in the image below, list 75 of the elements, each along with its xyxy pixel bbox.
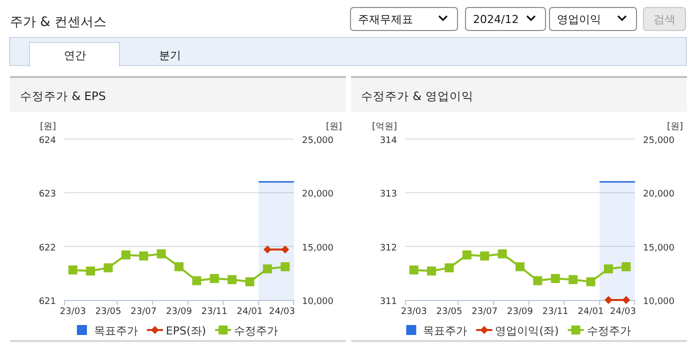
y-axis-title: [억원] — [372, 122, 397, 132]
point — [427, 266, 436, 276]
y-tick-label: 622 — [38, 243, 56, 254]
x-tick-label: 23/05 — [436, 307, 462, 317]
point — [444, 263, 454, 272]
x-tick-label: 23/11 — [201, 307, 228, 317]
point — [533, 276, 542, 286]
x-tick-label: 23/11 — [542, 307, 568, 317]
legend-label: 목표주가 — [423, 324, 468, 338]
legend-label: 목표주가 — [94, 324, 138, 338]
x-tick-label: 23/07 — [130, 307, 157, 317]
point — [262, 264, 272, 274]
point — [586, 277, 596, 286]
point — [156, 249, 166, 258]
y-tick-label: 311 — [380, 297, 397, 307]
legend-label: 수정주가 — [234, 324, 278, 338]
text: 주가 & 컨센서스 — [10, 15, 106, 30]
chart-title: 수정주가 & EPS — [20, 89, 106, 103]
point — [409, 265, 418, 274]
y2-tick-label: 15,000 — [643, 243, 675, 254]
y-tick-label: 312 — [380, 243, 397, 254]
point — [139, 251, 148, 260]
x-tick-label: 24/01 — [236, 307, 263, 317]
point — [480, 251, 490, 260]
point — [622, 262, 631, 272]
x-tick-label: 23/09 — [166, 307, 192, 317]
legend-label: 수정주가 — [586, 324, 631, 338]
legend-label: EPS(좌) — [166, 324, 206, 338]
y-tick-label: 313 — [380, 190, 397, 200]
point — [86, 266, 96, 276]
text: 영업이익 — [557, 13, 601, 26]
x-tick-label: 24/03 — [269, 307, 295, 317]
legend-label: 영업이익(좌) — [495, 324, 559, 338]
point — [280, 262, 290, 272]
x-tick-label: 23/05 — [95, 307, 122, 317]
text: 연간 — [64, 49, 86, 62]
point — [68, 265, 78, 274]
point — [104, 263, 113, 272]
text: 분기 — [159, 49, 181, 62]
point — [462, 250, 472, 260]
point — [210, 274, 219, 284]
y-axis-title: [원] — [40, 122, 56, 132]
y2-axis-title: [원] — [326, 122, 342, 132]
point — [121, 250, 130, 260]
y2-tick-label: 10,000 — [302, 297, 334, 307]
point — [604, 264, 613, 274]
y2-tick-label: 25,000 — [643, 136, 675, 146]
y2-axis-title: [원] — [666, 122, 683, 132]
point — [228, 275, 237, 284]
y2-tick-label: 20,000 — [302, 190, 334, 200]
y2-tick-label: 20,000 — [643, 190, 675, 200]
x-tick-label: 24/01 — [578, 307, 604, 317]
y2-tick-label: 10,000 — [643, 297, 675, 307]
y2-tick-label: 25,000 — [302, 136, 334, 146]
point — [192, 276, 202, 286]
point — [568, 275, 578, 284]
y-tick-label: 621 — [38, 297, 56, 307]
point — [174, 262, 184, 272]
point — [498, 249, 507, 258]
x-tick-label: 23/09 — [507, 307, 534, 317]
text: 검색 — [654, 13, 676, 26]
text: 주재무제표 — [358, 13, 413, 26]
y-tick-label: 314 — [380, 136, 398, 146]
y-tick-label: 623 — [38, 190, 56, 200]
x-tick-label: 23/03 — [400, 307, 427, 317]
x-tick-label: 24/03 — [610, 307, 636, 317]
y-tick-label: 624 — [38, 136, 56, 146]
x-tick-label: 23/07 — [472, 307, 498, 317]
point — [516, 262, 524, 272]
text: 2024/12 — [473, 13, 519, 26]
y2-tick-label: 15,000 — [302, 243, 334, 254]
point — [245, 277, 254, 286]
chart-title: 수정주가 & 영업이익 — [361, 89, 474, 103]
x-tick-label: 23/03 — [60, 307, 86, 317]
point — [550, 274, 560, 284]
